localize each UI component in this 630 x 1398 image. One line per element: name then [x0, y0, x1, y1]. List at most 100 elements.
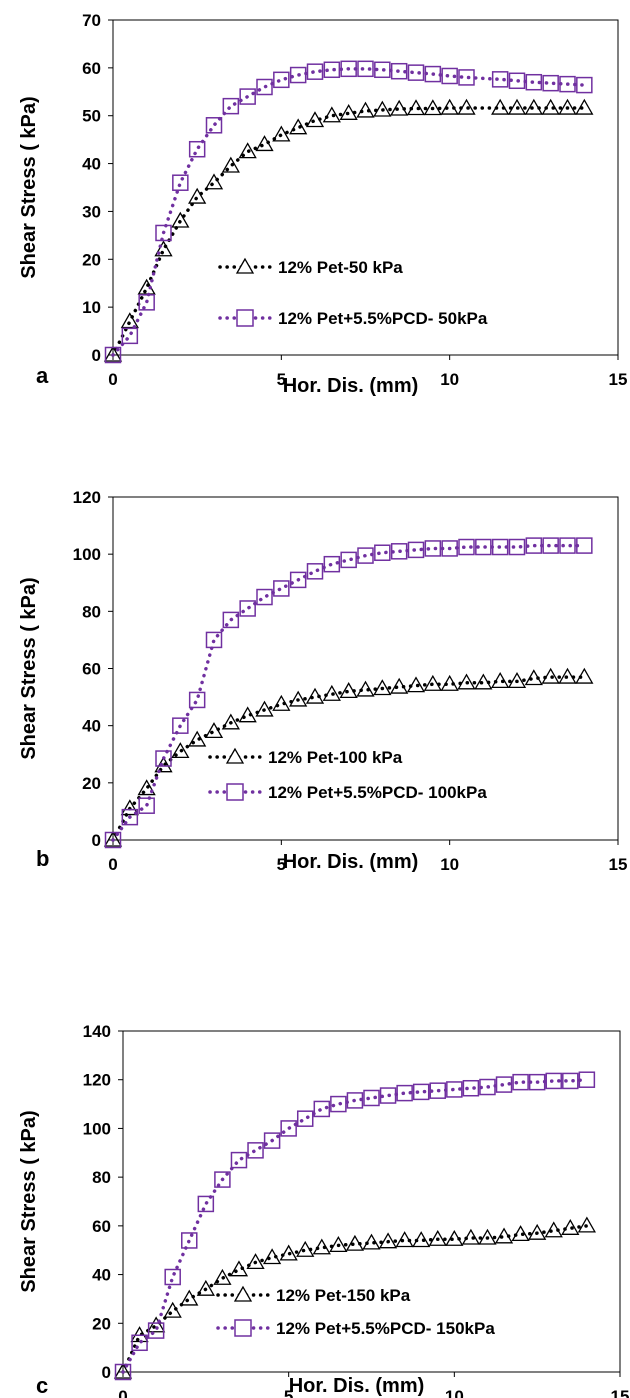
data-point-square — [374, 544, 391, 561]
y-tick-label: 60 — [82, 660, 101, 679]
y-tick-label: 60 — [82, 59, 101, 78]
data-point-triangle — [356, 680, 375, 697]
data-point-triangle — [113, 1362, 133, 1379]
y-tick-label: 60 — [92, 1217, 111, 1236]
data-point-triangle — [428, 1229, 447, 1246]
data-point-square — [214, 1171, 231, 1188]
data-point-triangle — [137, 779, 156, 796]
data-point-triangle — [171, 211, 190, 228]
data-point-square — [357, 60, 374, 78]
series-trend-line — [111, 106, 587, 357]
data-point-triangle — [561, 1218, 580, 1235]
data-point-square — [330, 1095, 347, 1113]
data-point-triangle — [524, 98, 543, 115]
data-point-triangle — [362, 1233, 381, 1250]
x-tick-label: 15 — [609, 855, 628, 874]
series-triangle — [103, 98, 594, 362]
data-point-triangle — [406, 676, 426, 693]
data-point-square — [390, 543, 408, 560]
data-point-triangle — [461, 1228, 481, 1245]
data-point-square — [576, 76, 593, 94]
data-point-square — [280, 1120, 297, 1137]
chart-panel-c: 0 20 40 60 80 100 120 140 0 5 10 15 Shear Stress ( k… — [18, 1022, 629, 1398]
data-point-triangle — [412, 1231, 431, 1248]
data-point-triangle — [289, 690, 308, 707]
data-point-triangle — [238, 706, 257, 723]
legend-entry: 12% Pet+5.5%PCD- 100kPa — [208, 783, 487, 802]
data-point-square — [222, 97, 240, 115]
data-point-square — [155, 750, 172, 767]
data-point-triangle — [147, 1316, 166, 1333]
data-point-triangle — [339, 104, 358, 120]
data-point-square — [205, 631, 223, 649]
y-tick-label: 40 — [92, 1266, 111, 1285]
data-point-square — [407, 64, 425, 81]
data-point-square — [188, 140, 206, 158]
data-point-square — [363, 1089, 380, 1107]
y-tick-label: 70 — [82, 11, 101, 30]
series-square — [104, 537, 593, 849]
data-point-triangle — [494, 1227, 514, 1244]
data-point-triangle — [507, 98, 527, 115]
panel-letter: c — [36, 1373, 48, 1398]
data-point-triangle — [491, 672, 510, 689]
data-point-triangle — [322, 684, 341, 701]
legend-label: 12% Pet+5.5%PCD- 50kPa — [278, 309, 488, 328]
series-square — [114, 1071, 596, 1381]
y-tick-label: 100 — [83, 1119, 111, 1138]
data-point-triangle — [528, 1223, 547, 1240]
data-point-triangle — [423, 674, 442, 691]
y-tick-label: 20 — [82, 250, 101, 269]
y-tick-label: 0 — [92, 346, 101, 365]
x-tick-label: 10 — [440, 370, 459, 389]
y-tick-label: 140 — [83, 1022, 111, 1041]
x-tick-label: 0 — [108, 855, 117, 874]
data-point-square — [559, 75, 576, 93]
y-tick-label: 100 — [73, 545, 101, 564]
y-axis-title: Shear Stress ( kPa) — [18, 1110, 40, 1292]
data-point-triangle — [305, 687, 325, 704]
y-tick-label: 30 — [82, 202, 101, 221]
legend-marker-square — [236, 309, 254, 327]
data-point-triangle — [575, 98, 594, 115]
series-trend-line — [111, 675, 587, 842]
data-point-triangle — [213, 1268, 232, 1285]
series-trend-line — [121, 1077, 589, 1374]
data-point-square — [230, 1151, 248, 1169]
data-point-triangle — [120, 799, 139, 816]
data-point-square — [239, 600, 256, 617]
data-point-triangle — [312, 1238, 331, 1255]
x-axis-title: Hor. Dis. (mm) — [283, 375, 419, 397]
data-point-square — [525, 73, 543, 91]
data-point-triangle — [238, 142, 257, 159]
x-tick-label: 15 — [611, 1387, 630, 1398]
panel-letter: a — [36, 363, 49, 388]
data-point-triangle — [541, 98, 560, 115]
data-point-square — [273, 580, 290, 597]
data-point-triangle — [196, 1279, 215, 1296]
data-point-square — [121, 327, 139, 345]
data-point-square — [188, 691, 206, 709]
y-tick-label: 0 — [102, 1363, 111, 1382]
data-point-square — [562, 1072, 579, 1090]
data-point-square — [525, 537, 543, 554]
data-point-square — [458, 538, 475, 556]
legend-marker-square — [226, 783, 244, 801]
y-tick-label: 80 — [92, 1168, 111, 1187]
x-tick-label: 5 — [277, 855, 286, 874]
chart-panel-a: 0 10 20 30 40 50 60 70 0 5 10 15 Shear Stress ( kPa)… — [18, 11, 627, 397]
data-point-triangle — [558, 667, 577, 684]
data-point-square — [197, 1195, 215, 1213]
data-point-square — [340, 60, 357, 78]
data-point-triangle — [180, 1289, 199, 1306]
y-axis-title: Shear Stress ( kPa) — [18, 96, 40, 278]
data-point-square — [379, 1087, 397, 1104]
data-point-square — [222, 611, 240, 629]
data-point-square — [289, 66, 307, 84]
data-point-square — [458, 69, 475, 86]
x-tick-label: 5 — [277, 370, 286, 389]
data-point-triangle — [575, 667, 594, 684]
data-point-triangle — [255, 700, 274, 717]
data-point-triangle — [457, 673, 476, 690]
